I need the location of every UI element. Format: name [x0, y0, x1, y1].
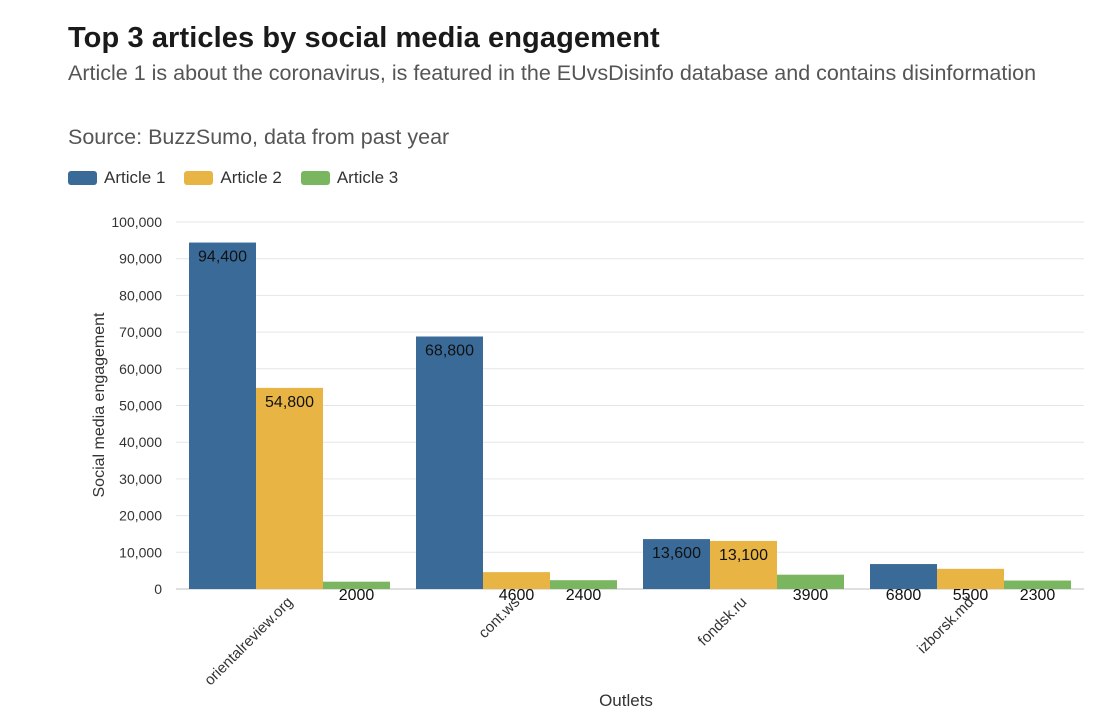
bar: [643, 539, 710, 589]
chart-subtitle: Article 1 is about the coronavirus, is f…: [68, 61, 1037, 85]
bar: [323, 581, 390, 589]
data-label: 54,800: [265, 394, 314, 411]
bar: [483, 572, 550, 589]
x-tick-label: fondsk.ru: [695, 594, 751, 650]
legend-swatch-article-3: [300, 171, 330, 185]
legend-item-article-3[interactable]: Article 3: [300, 168, 399, 188]
y-tick-label: 10,000: [119, 544, 162, 560]
y-axis: 0 10,000 20,000 30,000 40,000 50,000 60,000 70,…: [111, 214, 162, 597]
data-label: 13,100: [719, 547, 768, 564]
bar: [937, 568, 1004, 589]
data-label: 3900: [793, 587, 829, 604]
data-label: 68,800: [425, 343, 474, 360]
data-label: 6800: [886, 587, 922, 604]
x-axis: orientalreview.org cont.ws fondsk.ru izbors…: [201, 594, 977, 689]
legend: Article 1 Article 2 Article 3: [68, 168, 417, 188]
y-tick-label: 40,000: [119, 434, 162, 450]
legend-item-article-1[interactable]: Article 1: [68, 168, 165, 188]
legend-label-article-1: Article 1: [104, 168, 166, 187]
data-label: 2300: [1020, 587, 1056, 604]
x-tick-label: orientalreview.org: [201, 594, 296, 689]
bar: [550, 580, 617, 589]
legend-label-article-3: Article 3: [336, 168, 399, 187]
y-tick-label: 0: [154, 581, 162, 597]
gridlines: [176, 221, 1084, 590]
legend-item-article-2[interactable]: Article 2: [184, 168, 282, 188]
bars: 94,400 54,800 2000 68,800 4600 2400 13,600 13,1…: [189, 242, 1071, 604]
y-tick-label: 70,000: [119, 324, 162, 340]
bar: [416, 336, 483, 589]
bar: [777, 574, 844, 589]
bar: [870, 564, 937, 589]
data-label: 4600: [499, 587, 535, 604]
y-axis-label: Social media engagement: [91, 312, 108, 498]
x-axis-label: Outlets: [599, 691, 653, 710]
y-tick-label: 100,000: [111, 214, 162, 230]
x-tick-label: izborsk.md: [914, 594, 977, 657]
bar: [710, 540, 777, 589]
chart-source: Source: BuzzSumo, data from past year: [68, 125, 450, 149]
legend-label-article-2: Article 2: [220, 168, 282, 187]
y-tick-label: 30,000: [119, 471, 162, 487]
bar: [189, 242, 256, 589]
data-label: 2400: [566, 587, 602, 604]
y-tick-label: 20,000: [119, 508, 162, 524]
y-tick-label: 90,000: [119, 251, 162, 267]
bar: [1004, 580, 1071, 589]
legend-swatch-article-1: [68, 171, 97, 185]
data-label: 13,600: [652, 545, 701, 562]
legend-swatch-article-2: [184, 171, 214, 185]
chart-title: Top 3 articles by social media engagemen…: [68, 22, 660, 54]
data-label: 94,400: [198, 249, 247, 266]
y-tick-label: 80,000: [119, 287, 162, 303]
y-tick-label: 60,000: [119, 361, 162, 377]
data-label: 2000: [339, 587, 375, 604]
bar: [256, 387, 323, 589]
y-tick-label: 50,000: [119, 398, 162, 414]
data-label: 5500: [953, 587, 989, 604]
